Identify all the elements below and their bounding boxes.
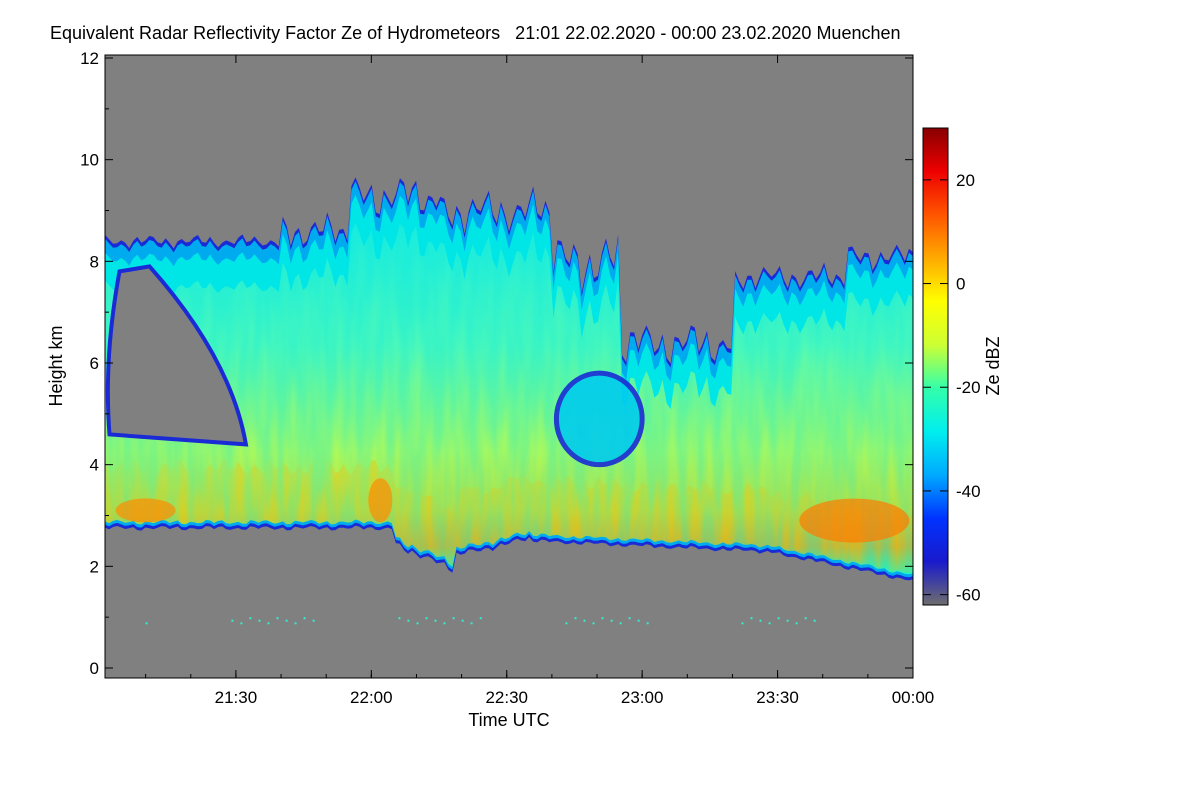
y-tick-label: 8 [90, 252, 99, 271]
ground-clutter [398, 617, 401, 620]
ground-clutter [619, 622, 622, 625]
bright-band [105, 459, 913, 573]
ground-clutter [425, 617, 428, 620]
ground-clutter [759, 619, 762, 622]
ground-clutter [813, 619, 816, 622]
ground-clutter [592, 622, 595, 625]
chart-title: Equivalent Radar Reflectivity Factor Ze … [50, 23, 901, 43]
colorbar: 20 0 -20 -40 -60 Ze dBZ [922, 127, 1003, 606]
ground-clutter [741, 622, 744, 625]
colorbar-ticks: 20 0 -20 -40 -60 [923, 171, 981, 605]
ground-clutter [294, 622, 297, 625]
clear-gap [105, 264, 249, 447]
x-axis-label: Time UTC [468, 710, 549, 730]
ground-clutter [416, 622, 419, 625]
ground-clutter [646, 622, 649, 625]
ground-clutter [470, 622, 473, 625]
ground-clutter [285, 619, 288, 622]
x-tick-label: 22:00 [350, 688, 393, 707]
echo-field [105, 177, 913, 625]
strong-echo-early [115, 498, 176, 523]
x-tick-label: 23:30 [756, 688, 799, 707]
y-tick-label: 10 [80, 151, 99, 170]
ground-clutter [637, 619, 640, 622]
x-tick-label: 21:30 [215, 688, 258, 707]
x-axis: 21:30 22:00 22:30 23:00 23:30 00:00 [145, 55, 935, 707]
strong-echo-mid [368, 478, 393, 523]
ground-clutter [768, 622, 771, 625]
y-tick-label: 0 [90, 659, 99, 678]
ground-clutter [795, 622, 798, 625]
ground-clutter [601, 617, 604, 620]
colorbar-tick-label: 0 [956, 275, 965, 294]
colorbar-tick-label: -60 [956, 586, 981, 605]
ground-clutter [461, 619, 464, 622]
ground-clutter [565, 622, 568, 625]
ground-clutter [407, 619, 410, 622]
colorbar-tick-label: -40 [956, 482, 981, 501]
ground-clutter [312, 619, 315, 622]
ground-clutter [452, 617, 455, 620]
y-tick-label: 12 [80, 49, 99, 68]
weak-echo-pocket [553, 370, 645, 468]
ground-clutter [574, 617, 577, 620]
ground-clutter [443, 622, 446, 625]
y-axis-label: Height km [46, 325, 66, 406]
x-tick-label: 00:00 [892, 688, 935, 707]
x-tick-label: 23:00 [621, 688, 664, 707]
y-axis: 0 2 4 6 8 10 12 [80, 49, 913, 678]
ground-clutter [303, 617, 306, 620]
ground-clutter [258, 619, 261, 622]
colorbar-bar [922, 127, 949, 606]
colorbar-label: Ze dBZ [983, 336, 1003, 395]
colorbar-tick-label: 20 [956, 171, 975, 190]
ground-clutter [231, 619, 234, 622]
y-tick-label: 6 [90, 354, 99, 373]
colorbar-tick-label: -20 [956, 378, 981, 397]
ground-clutter [610, 619, 613, 622]
ground-clutter [628, 617, 631, 620]
y-tick-label: 2 [90, 557, 99, 576]
ground-clutter [276, 617, 279, 620]
ground-clutter [240, 622, 243, 625]
ground-clutter [804, 617, 807, 620]
ground-clutter [786, 619, 789, 622]
ground-clutter [434, 619, 437, 622]
ground-clutter [777, 617, 780, 620]
strong-echo-late [799, 498, 910, 543]
ground-clutter [583, 619, 586, 622]
plot-area [105, 55, 913, 678]
ground-clutter [249, 617, 252, 620]
plot-frame [104, 54, 914, 679]
y-tick-label: 4 [90, 456, 99, 475]
x-tick-label: 22:30 [485, 688, 528, 707]
ground-clutter [267, 622, 270, 625]
ground-clutter [750, 617, 753, 620]
ground-clutter [145, 622, 148, 625]
ground-clutter [479, 617, 482, 620]
